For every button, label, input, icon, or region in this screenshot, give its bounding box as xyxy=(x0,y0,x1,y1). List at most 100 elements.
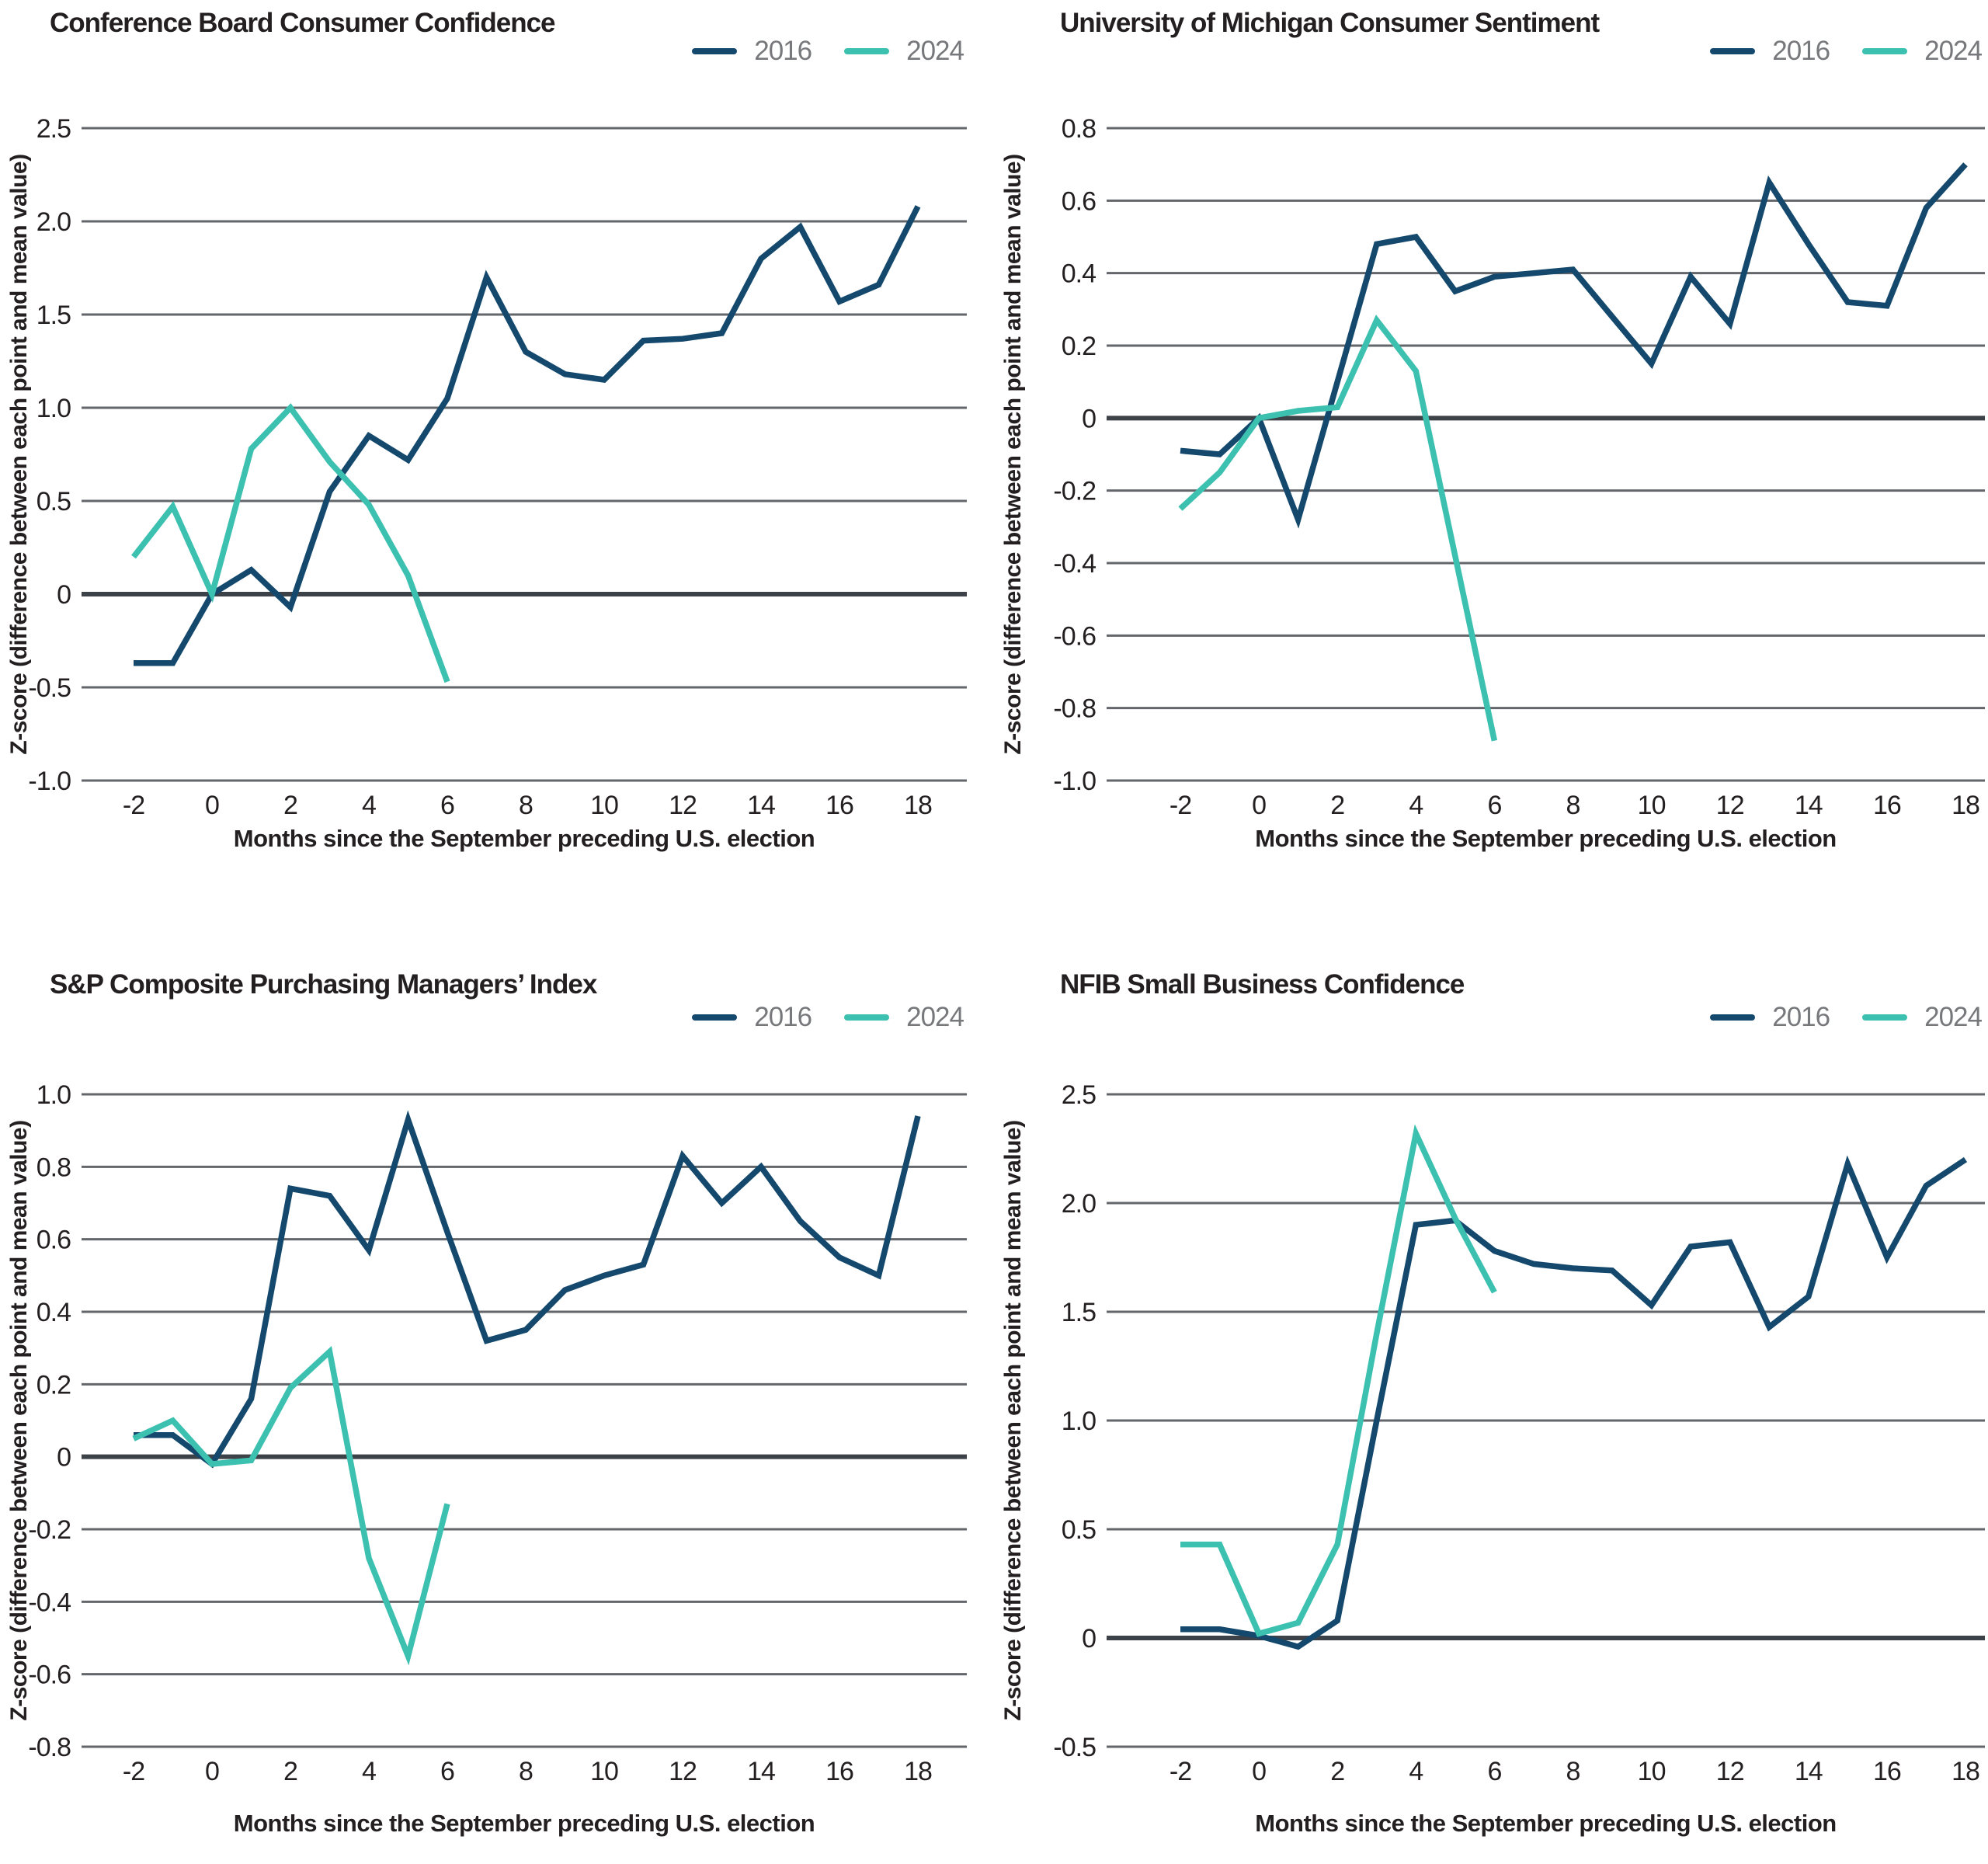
x-tick-label: 6 xyxy=(440,791,454,820)
x-tick-label: -2 xyxy=(1170,1757,1191,1786)
legend-item-2016: 2016 xyxy=(692,36,812,67)
legend-item-2016: 2016 xyxy=(692,1002,812,1033)
y-tick-label: 0 xyxy=(57,580,71,610)
y-tick-label: 1.0 xyxy=(36,394,71,423)
chart-title: NFIB Small Business Confidence xyxy=(1060,969,1465,1000)
x-tick-label: 2 xyxy=(283,1757,297,1786)
legend-label-2016: 2016 xyxy=(754,1002,812,1032)
x-tick-label: 16 xyxy=(1873,1757,1901,1786)
x-tick-label: 0 xyxy=(205,1757,219,1786)
plot-area: 2.5 2.0 1.5 1.0 0.5 0 -0.5 -2 0 2 4 6 8 10 12 14 16 18 Z-s… xyxy=(1000,1080,1985,1837)
y-axis-title: Z-score (difference between each point a… xyxy=(1000,154,1026,754)
legend-swatch-2024-icon xyxy=(1862,48,1908,54)
chart-title: Conference Board Consumer Confidence xyxy=(50,8,555,38)
gridlines xyxy=(82,127,967,782)
x-tick-label: 16 xyxy=(825,791,853,820)
legend-item-2024: 2024 xyxy=(1862,1002,1983,1033)
x-tick-label: 10 xyxy=(1638,791,1666,820)
legend-swatch-2024-icon xyxy=(1862,1014,1908,1021)
plot-area: 1.0 0.8 0.6 0.4 0.2 0 -0.2 -0.4 -0.6 -0.8 -2 0 2 4 6 8 1… xyxy=(6,1080,967,1837)
chart-title: University of Michigan Consumer Sentimen… xyxy=(1060,8,1600,38)
x-tick-label: 8 xyxy=(519,791,533,820)
legend-item-2024: 2024 xyxy=(844,36,964,67)
y-tick-labels: 1.0 0.8 0.6 0.4 0.2 0 -0.2 -0.4 -0.6 -0.8 xyxy=(28,1080,71,1762)
x-tick-labels: -2 0 2 4 6 8 10 12 14 16 18 xyxy=(123,1757,933,1786)
legend-swatch-2016-icon xyxy=(1710,48,1756,54)
x-tick-label: 12 xyxy=(669,791,697,820)
y-tick-label: -0.4 xyxy=(28,1588,71,1617)
legend-item-2016: 2016 xyxy=(1710,1002,1830,1033)
x-tick-label: 18 xyxy=(1952,1757,1979,1786)
x-tick-label: 10 xyxy=(590,791,618,820)
y-axis-title: Z-score (difference between each point a… xyxy=(1000,1120,1026,1720)
x-tick-label: 6 xyxy=(1487,1757,1501,1786)
y-tick-label: 0.5 xyxy=(1062,1515,1096,1545)
y-tick-label: 1.0 xyxy=(1062,1407,1096,1436)
gridlines xyxy=(1107,1093,1985,1748)
legend-swatch-2024-icon xyxy=(844,48,890,54)
x-tick-label: 14 xyxy=(747,791,775,820)
chart-panel-nfib-confidence: NFIB Small Business Confidence 2016 2024… xyxy=(994,932,1988,1864)
y-tick-label: 0.8 xyxy=(36,1153,71,1182)
y-tick-label: 0.8 xyxy=(1062,114,1096,144)
gridlines xyxy=(82,1093,967,1748)
x-tick-label: -2 xyxy=(123,791,144,820)
legend-label-2024: 2024 xyxy=(1924,36,1983,66)
legend: 2016 2024 xyxy=(692,36,964,67)
y-tick-label: 0.2 xyxy=(1062,332,1096,361)
y-tick-label: 0.5 xyxy=(36,487,71,516)
y-tick-label: -0.5 xyxy=(1053,1733,1096,1762)
legend-item-2024: 2024 xyxy=(844,1002,964,1033)
chart-panel-michigan-sentiment: University of Michigan Consumer Sentimen… xyxy=(994,0,1988,932)
x-tick-label: 4 xyxy=(362,791,376,820)
y-tick-label: -0.8 xyxy=(1053,694,1096,724)
y-tick-label: -0.2 xyxy=(28,1515,71,1545)
y-tick-label: 2.5 xyxy=(36,114,71,144)
y-tick-label: -1.0 xyxy=(1053,767,1096,796)
y-axis-title: Z-score (difference between each point a… xyxy=(6,1120,32,1720)
series-line-2024 xyxy=(131,403,450,683)
x-tick-label: 18 xyxy=(1952,791,1979,820)
x-tick-label: 0 xyxy=(1252,791,1266,820)
y-tick-label: 1.5 xyxy=(36,301,71,330)
y-tick-label: 0 xyxy=(1082,1624,1096,1654)
x-tick-label: 4 xyxy=(362,1757,376,1786)
chart-title: S&P Composite Purchasing Managers’ Index xyxy=(50,969,597,1000)
x-tick-label: -2 xyxy=(123,1757,144,1786)
x-tick-label: 8 xyxy=(1566,1757,1580,1786)
y-tick-label: 0.4 xyxy=(1062,259,1096,289)
plot-area: 0.8 0.6 0.4 0.2 0 -0.2 -0.4 -0.6 -0.8 -1.0 -2 0 2 4 6 8… xyxy=(1000,114,1985,852)
x-axis-title: Months since the September preceding U.S… xyxy=(1255,1810,1836,1837)
legend-swatch-2016-icon xyxy=(692,1014,738,1021)
y-tick-labels: 0.8 0.6 0.4 0.2 0 -0.2 -0.4 -0.6 -0.8 -1.0 xyxy=(1053,114,1097,796)
y-tick-label: 0 xyxy=(1082,404,1096,433)
y-tick-label: -0.5 xyxy=(28,673,71,703)
x-axis-title: Months since the September preceding U.S… xyxy=(234,825,815,852)
x-tick-label: 12 xyxy=(1716,1757,1744,1786)
y-tick-label: 2.5 xyxy=(1062,1080,1096,1110)
legend: 2016 2024 xyxy=(1710,1002,1983,1033)
y-tick-label: 2.0 xyxy=(1062,1189,1096,1219)
x-axis-title: Months since the September preceding U.S… xyxy=(234,1810,815,1837)
x-tick-label: 18 xyxy=(904,791,932,820)
series-line-2024 xyxy=(1178,315,1498,742)
x-tick-label: 4 xyxy=(1409,791,1423,820)
y-tick-label: -0.8 xyxy=(28,1733,71,1762)
x-tick-label: 8 xyxy=(1566,791,1580,820)
x-tick-labels: -2 0 2 4 6 8 10 12 14 16 18 xyxy=(1170,1757,1980,1786)
legend-label-2016: 2016 xyxy=(1772,1002,1830,1032)
series-line-2016 xyxy=(1180,1155,1968,1650)
legend-label-2024: 2024 xyxy=(1924,1002,1983,1032)
y-tick-labels: 2.5 2.0 1.5 1.0 0.5 0 -0.5 -1.0 xyxy=(28,114,71,796)
legend: 2016 2024 xyxy=(692,1002,964,1033)
legend-label-2024: 2024 xyxy=(906,36,964,66)
legend-item-2016: 2016 xyxy=(1710,36,1830,67)
y-tick-label: -1.0 xyxy=(28,767,71,796)
x-tick-label: 2 xyxy=(1330,1757,1344,1786)
x-tick-label: 2 xyxy=(1330,791,1344,820)
y-tick-label: 0.2 xyxy=(36,1370,71,1400)
x-tick-label: 10 xyxy=(1638,1757,1666,1786)
legend-label-2024: 2024 xyxy=(906,1002,964,1032)
y-tick-label: 1.0 xyxy=(36,1080,71,1110)
